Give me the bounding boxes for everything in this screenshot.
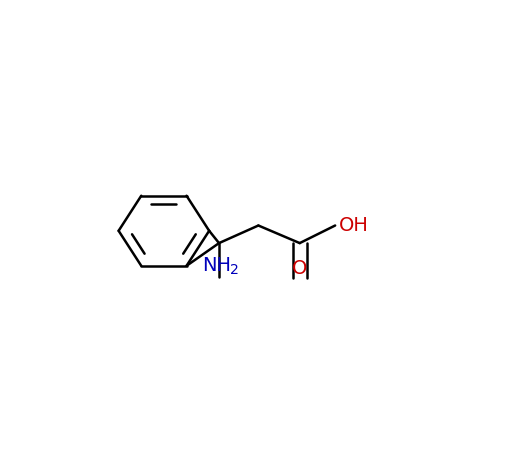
- Text: OH: OH: [339, 216, 369, 235]
- Text: O: O: [292, 259, 307, 277]
- Text: NH: NH: [203, 256, 232, 275]
- Text: 2: 2: [230, 263, 239, 277]
